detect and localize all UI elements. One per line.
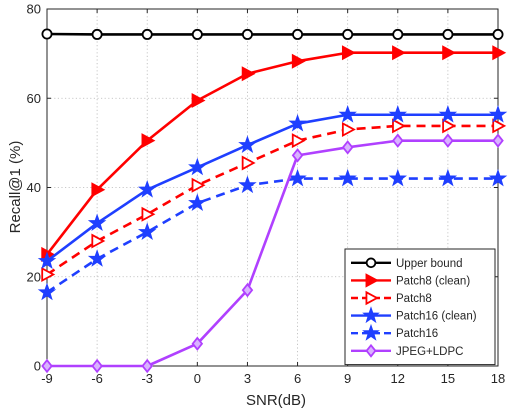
legend-label: Patch8: [396, 293, 432, 305]
x-tick-label: 15: [441, 371, 455, 386]
y-tick-label: 80: [27, 2, 41, 17]
data-point: [193, 30, 202, 39]
legend-label: Patch8 (clean): [396, 275, 470, 287]
data-point: [42, 29, 51, 38]
legend-label: Upper bound: [396, 258, 463, 270]
x-tick-label: 3: [244, 371, 251, 386]
data-point: [493, 47, 504, 59]
y-tick-label: 40: [27, 180, 41, 195]
data-point: [443, 30, 452, 39]
x-tick-label: 12: [391, 371, 405, 386]
legend-label: Patch16: [396, 328, 438, 340]
y-tick-label: 20: [27, 269, 41, 284]
x-tick-label: 6: [294, 371, 301, 386]
x-tick-label: 0: [194, 371, 201, 386]
x-tick-label: -3: [141, 371, 153, 386]
data-point: [93, 30, 102, 39]
legend-label: JPEG+LDPC: [396, 346, 463, 358]
data-point: [243, 30, 252, 39]
y-tick-label: 60: [27, 91, 41, 106]
x-tick-label: 9: [344, 371, 351, 386]
data-point: [393, 30, 402, 39]
data-point: [343, 30, 352, 39]
data-point: [493, 30, 502, 39]
legend-marker: [367, 258, 376, 267]
y-tick-label: 0: [34, 359, 41, 374]
x-axis-title: SNR(dB): [246, 392, 306, 409]
x-tick-label: -9: [41, 371, 53, 386]
data-point: [143, 30, 152, 39]
legend-label: Patch16 (clean): [396, 311, 477, 323]
x-tick-label: 18: [491, 371, 505, 386]
data-point: [293, 30, 302, 39]
y-axis-title: Recall@1 (%): [7, 141, 24, 234]
x-tick-label: -6: [91, 371, 103, 386]
